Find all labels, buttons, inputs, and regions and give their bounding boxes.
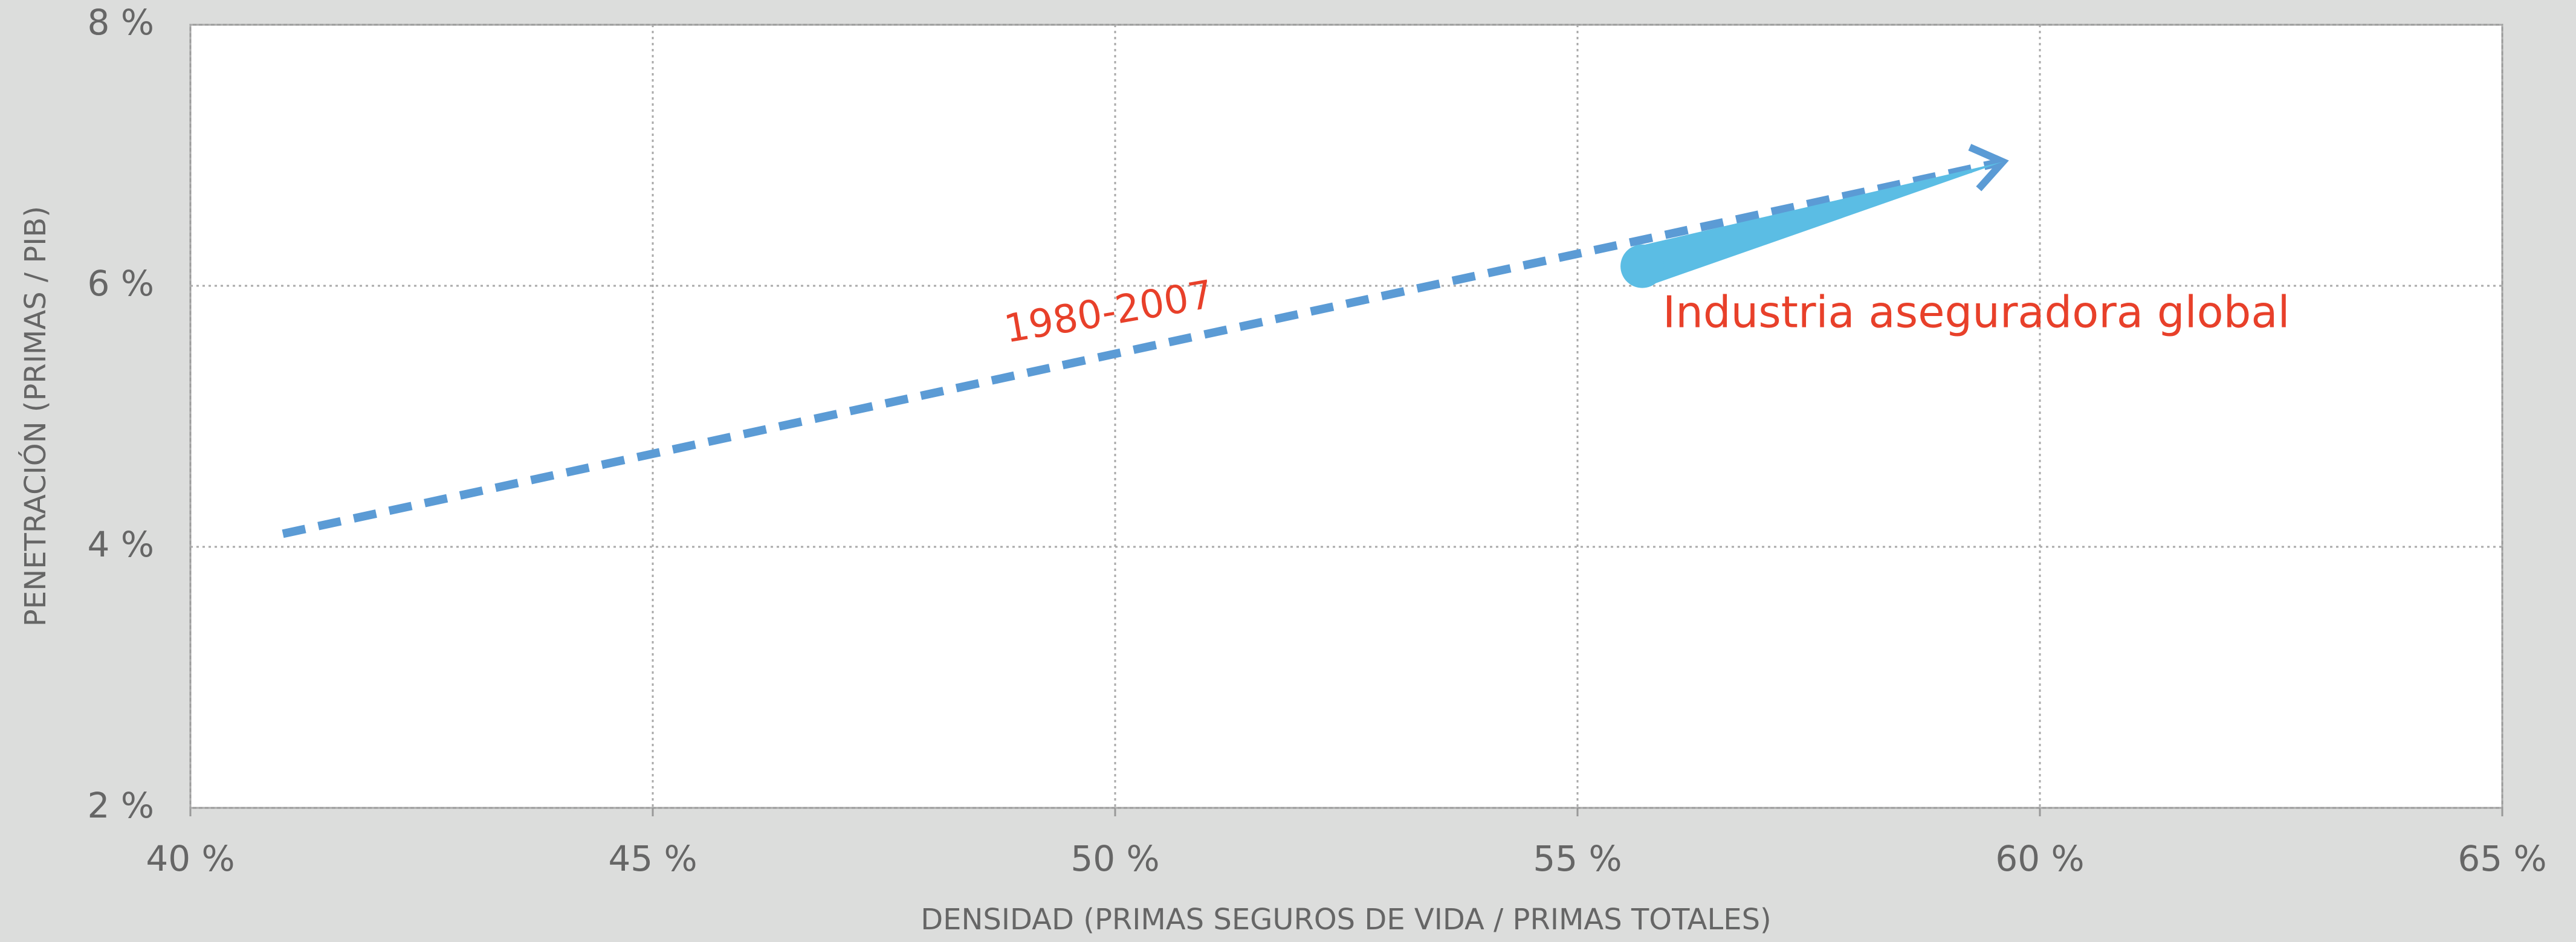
plot-area	[189, 24, 2503, 809]
y-tick-label: 2 %	[88, 785, 154, 826]
y-axis-label: PENETRACIÓN (PRIMAS / PIB)	[18, 206, 53, 627]
trend-line	[282, 157, 2004, 538]
series-label: Industria aseguradora global	[1663, 287, 2290, 338]
x-axis-label: DENSIDAD (PRIMAS SEGUROS DE VIDA / PRIMA…	[921, 903, 1772, 937]
x-tick-label: 50 %	[1070, 838, 1159, 879]
y-tick-label: 8 %	[88, 2, 154, 43]
x-tick-label: 60 %	[1995, 838, 2084, 879]
x-tick-label: 40 %	[146, 838, 235, 879]
x-tick-label: 45 %	[608, 838, 697, 879]
x-tick-label: 65 %	[2458, 838, 2546, 879]
point	[1620, 244, 1665, 288]
x-tick-label: 55 %	[1533, 838, 1622, 879]
y-tick-label: 4 %	[88, 524, 154, 565]
y-tick-label: 6 %	[88, 263, 154, 304]
wedge-line	[1636, 161, 2003, 286]
